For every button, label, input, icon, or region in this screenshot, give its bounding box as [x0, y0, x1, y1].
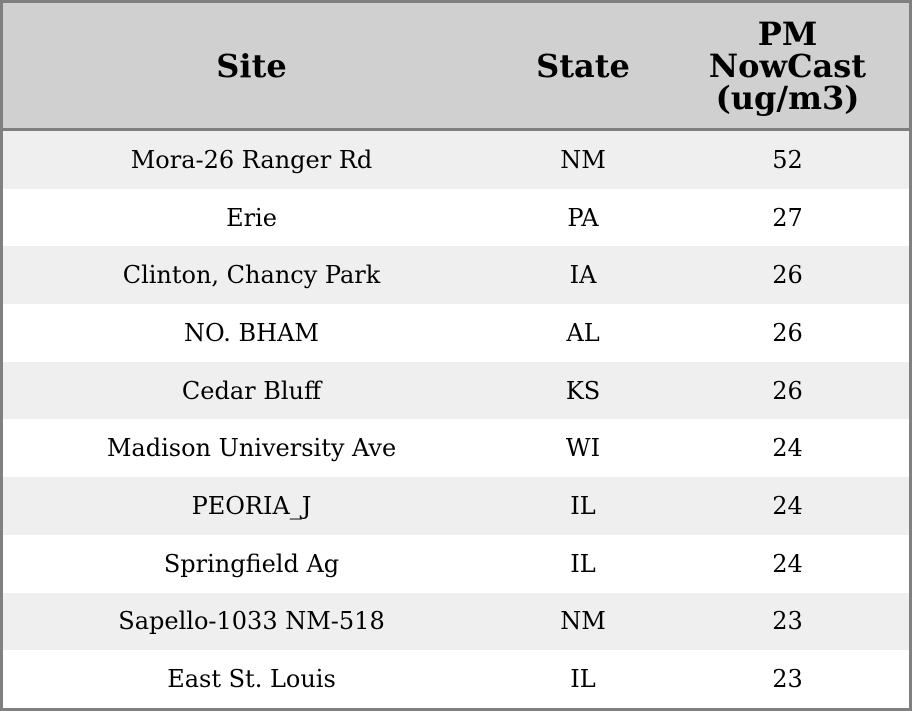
table-row: PEORIA_J IL 24 [3, 477, 909, 535]
cell-pm: 24 [666, 477, 909, 535]
cell-site: PEORIA_J [3, 477, 500, 535]
cell-site: Madison University Ave [3, 419, 500, 478]
table-row: Erie PA 27 [3, 188, 909, 247]
cell-pm: 26 [666, 361, 909, 420]
cell-pm: 23 [666, 650, 909, 708]
cell-state: AL [500, 304, 666, 362]
cell-pm: 24 [666, 534, 909, 593]
cell-pm: 26 [666, 246, 909, 305]
cell-state: KS [500, 361, 666, 420]
cell-state: PA [500, 188, 666, 247]
table-row: Mora-26 Ranger Rd NM 52 [3, 129, 909, 189]
cell-state: NM [500, 129, 666, 189]
cell-site: Clinton, Chancy Park [3, 246, 500, 305]
cell-pm: 52 [666, 129, 909, 189]
header-state: State [500, 3, 666, 131]
cell-site: Springfield Ag [3, 534, 500, 593]
cell-state: IL [500, 534, 666, 593]
cell-pm: 27 [666, 188, 909, 247]
header-pm-line2: NowCast [708, 46, 867, 85]
cell-state: IA [500, 246, 666, 305]
table-row: Sapello-1033 NM-518 NM 23 [3, 592, 909, 651]
table-row: Cedar Bluff KS 26 [3, 361, 909, 420]
cell-state: NM [500, 592, 666, 651]
cell-state: WI [500, 419, 666, 478]
cell-pm: 23 [666, 592, 909, 651]
table-row: Madison University Ave WI 24 [3, 419, 909, 478]
cell-site: Sapello-1033 NM-518 [3, 592, 500, 651]
cell-state: IL [500, 650, 666, 708]
table-row: Clinton, Chancy Park IA 26 [3, 246, 909, 305]
header-state-text: State [536, 46, 630, 85]
header-pm-line3: (ug/m3) [715, 78, 860, 117]
cell-site: Erie [3, 188, 500, 247]
cell-site: Cedar Bluff [3, 361, 500, 420]
header-row: Site State PM NowCast (ug/m3) [3, 3, 909, 131]
header-pm-line1: PM [757, 14, 818, 53]
cell-state: IL [500, 477, 666, 535]
table-row: East St. Louis IL 23 [3, 650, 909, 708]
table-row: NO. BHAM AL 26 [3, 304, 909, 362]
cell-pm: 26 [666, 304, 909, 362]
header-site-text: Site [216, 46, 287, 85]
header-site: Site [3, 3, 500, 131]
header-pm: PM NowCast (ug/m3) [666, 3, 909, 131]
cell-site: NO. BHAM [3, 304, 500, 362]
table-row: Springfield Ag IL 24 [3, 534, 909, 593]
cell-site: East St. Louis [3, 650, 500, 708]
cell-site: Mora-26 Ranger Rd [3, 129, 500, 189]
cell-pm: 24 [666, 419, 909, 478]
